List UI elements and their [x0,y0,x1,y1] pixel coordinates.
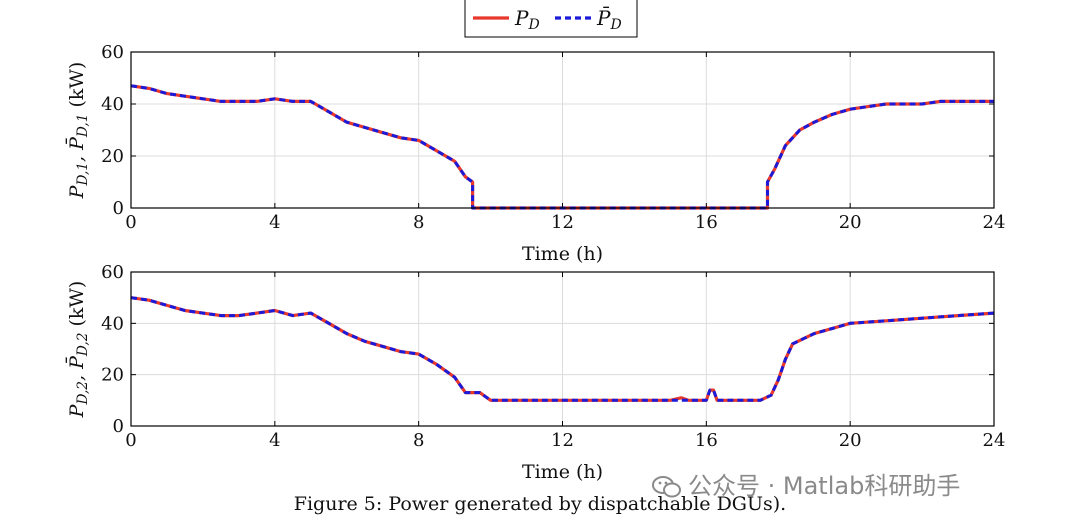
legend-label-reference: P̄D [596,5,622,32]
y-tick-label: 20 [101,146,124,167]
x-axis-label: Time (h) [522,243,603,265]
x-tick-label: 4 [269,212,280,233]
figure-caption: Figure 5: Power generated by dispatchabl… [293,493,787,515]
series-line-reference [130,84,994,210]
wechat-logo-icon [652,476,681,498]
x-tick-label: 20 [839,430,862,451]
series-line-reference [130,296,995,402]
legend: PD P̄D [464,0,638,38]
y-axis-label: PD,2, P̄D,2 (kW) [65,281,91,419]
x-tick-label: 16 [695,212,718,233]
x-tick-label: 20 [839,212,862,233]
y-tick-label: 40 [101,94,124,115]
y-tick-label: 0 [113,198,124,219]
watermark: 公众号 · Matlab科研助手 [652,466,960,501]
x-tick-label: 16 [695,430,718,451]
y-tick-label: 0 [113,416,124,437]
y-tick-label: 60 [101,42,124,63]
x-tick-label: 0 [125,212,136,233]
x-tick-label: 0 [125,430,136,451]
x-tick-label: 12 [551,212,574,233]
legend-label-measured: PD [514,6,540,33]
x-tick-label: 24 [983,430,1006,451]
chart-panel-bottom: 0 4 8 12 16 20 24 0 20 40 60 Time (h) PD,2, P̄D,2 (k… [65,262,1006,483]
x-axis-label: Time (h) [522,461,603,483]
x-tick-label: 12 [551,430,574,451]
x-tick-label: 4 [269,430,280,451]
y-tick-label: 60 [101,262,124,283]
y-tick-label: 40 [101,313,124,334]
x-tick-label: 8 [413,212,424,233]
x-tick-label: 8 [413,430,424,451]
watermark-text: 公众号 · Matlab科研助手 [688,472,961,500]
chart-panel-top: 0 4 8 12 16 20 24 0 20 40 60 Time (h) PD,1, P̄D,1 (k… [65,42,1006,265]
y-axis-label: PD,1, P̄D,1 (kW) [65,62,91,200]
x-tick-label: 24 [983,212,1006,233]
y-tick-label: 20 [101,365,124,386]
